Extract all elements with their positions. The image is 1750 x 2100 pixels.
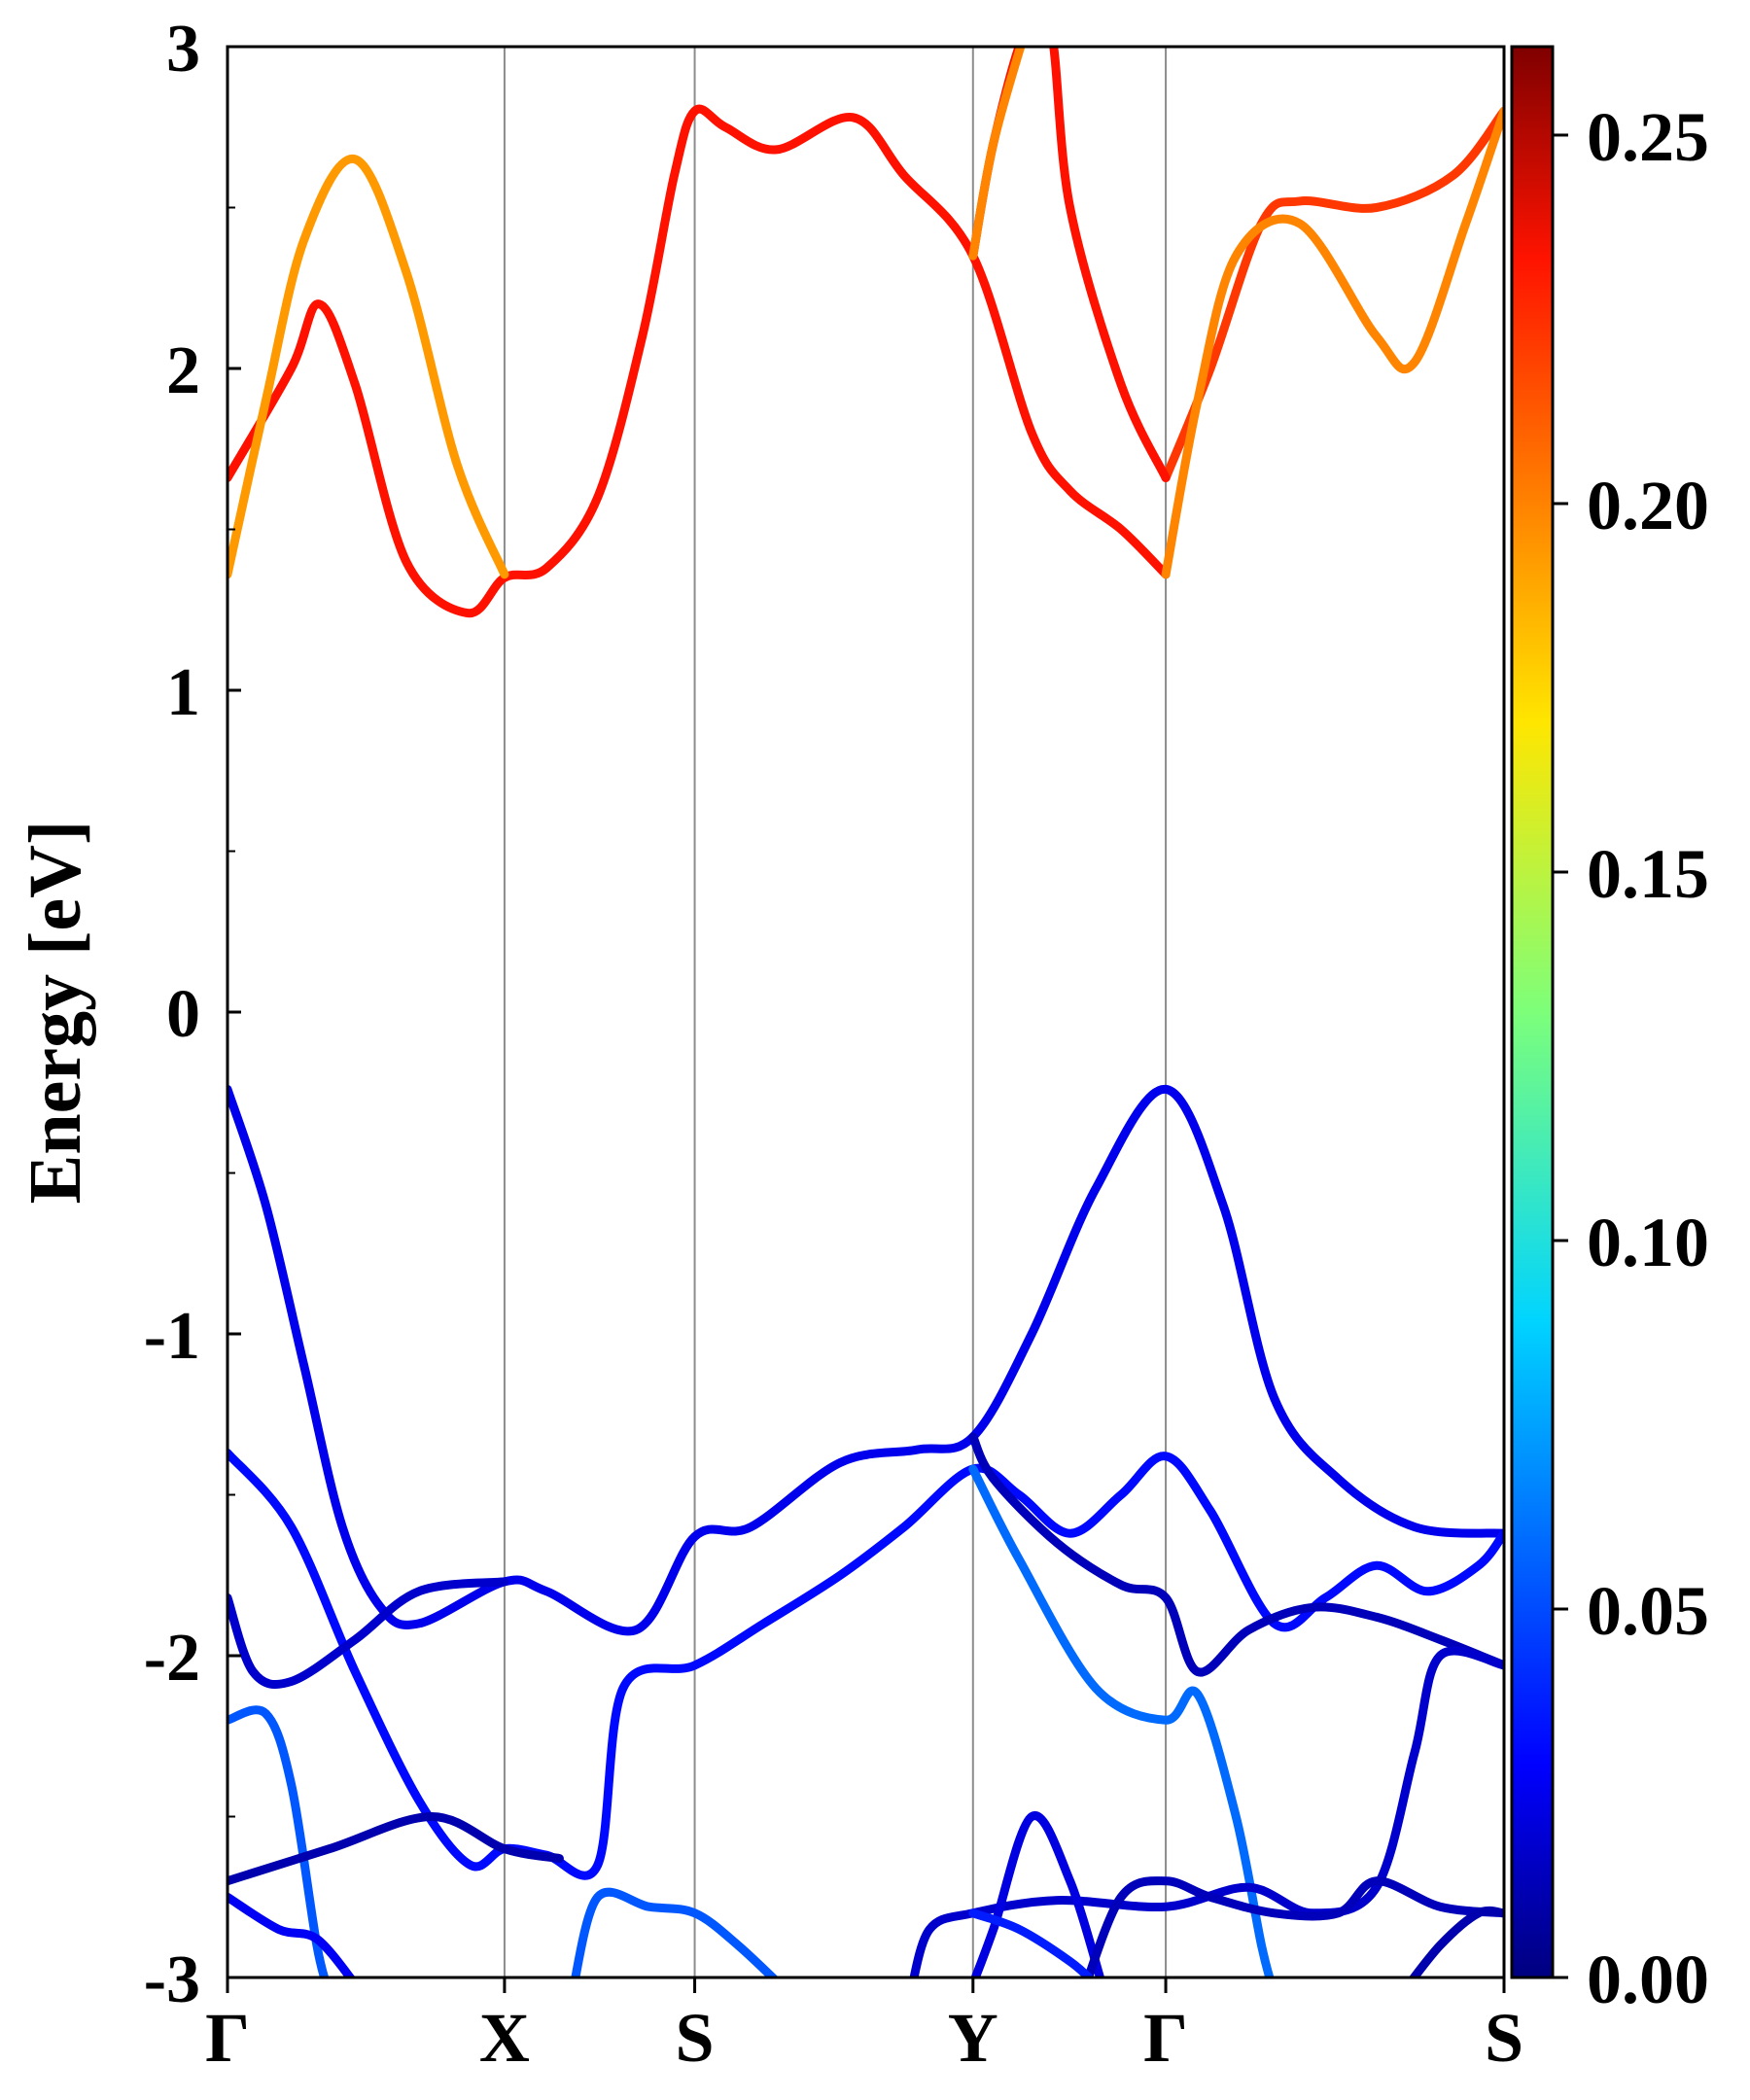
y-axis-label: Energy [eV] (15, 821, 96, 1205)
colorbar-tick-label: 0.25 (1587, 98, 1709, 176)
band-cb2 (228, 155, 509, 579)
y-tick-label: 2 (166, 333, 200, 408)
band-vb1 (228, 1084, 1504, 1636)
x-tick-label: X (479, 1999, 530, 2077)
band-vb3 (228, 1577, 509, 1690)
y-tick-label: -1 (144, 1299, 200, 1374)
band-vb4 (968, 1432, 1504, 1677)
band-vb8 (228, 1892, 356, 1978)
y-tick-label: 1 (166, 655, 200, 730)
band-vb13 (968, 1908, 1096, 1978)
band-vb11 (970, 1811, 1105, 1978)
kpoint-gridlines (503, 47, 1168, 1978)
colorbar-ticks: 0.00 0.05 0.10 0.15 0.20 0.25 (1553, 98, 1709, 2018)
y-axis-ticks: -3 -2 -1 0 1 2 3 (144, 12, 241, 2017)
band-vb12 (1083, 1876, 1504, 1978)
colorbar (1510, 45, 1555, 1979)
bands-group (228, 47, 1504, 1978)
x-tick-label: S (676, 1999, 715, 2077)
y-tick-label: -2 (144, 1621, 200, 1696)
band-cb4 (968, 47, 1026, 261)
band-cb1b (1161, 106, 1504, 482)
band-vb2 (228, 1449, 1504, 1880)
x-tick-label: Y (948, 1999, 998, 2077)
band-vb9 (571, 1887, 780, 1978)
colorbar-tick-label: 0.00 (1587, 1941, 1709, 2018)
band-cb1 (228, 104, 1171, 618)
band-cb3 (968, 47, 1171, 482)
y-tick-label: 3 (166, 12, 200, 87)
band-vb14 (1408, 1906, 1504, 1978)
band-vb7 (228, 1812, 564, 1886)
band-cb5 (1161, 106, 1504, 579)
x-tick-label: Γ (205, 1999, 250, 2077)
plot-frame (226, 45, 1506, 1979)
x-tick-label: Γ (1143, 1999, 1188, 2077)
band-vb10 (909, 1646, 1504, 1978)
colorbar-tick-label: 0.20 (1587, 467, 1709, 544)
colorbar-tick-label: 0.05 (1587, 1572, 1709, 1650)
colorbar-tick-label: 0.10 (1587, 1204, 1709, 1281)
y-tick-label: 0 (166, 977, 200, 1052)
colorbar-tick-label: 0.15 (1587, 835, 1709, 913)
y-tick-label: -3 (144, 1942, 200, 2017)
x-tick-label: S (1485, 1999, 1523, 2077)
band-vb5 (228, 1705, 330, 1978)
